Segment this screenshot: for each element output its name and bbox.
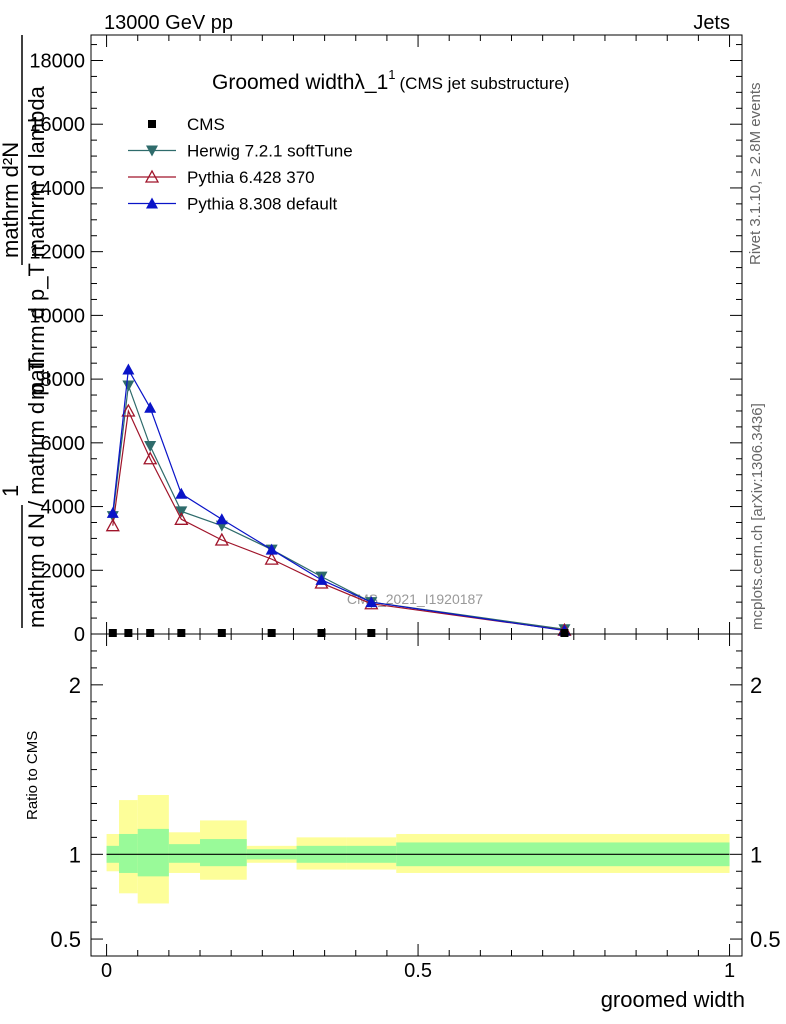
ratio-band-inner [168, 844, 201, 863]
data-point [122, 363, 135, 375]
main-y-tick-label: 8000 [41, 369, 86, 391]
series-herwig-7-2-1-softtune [106, 380, 571, 636]
legend: CMS Herwig 7.2.1 softTune Pythia 6.428 370… [128, 115, 353, 214]
rivet-version-label: Rivet 3.1.10, ≥ 2.8M events [747, 83, 764, 266]
data-point [144, 441, 157, 453]
data-point [214, 532, 229, 546]
series-pythia-6-428-370 [105, 403, 572, 636]
main-axis-ticks [91, 35, 742, 635]
ratio-x-tick-labels: 0 0.5 1 [101, 960, 735, 982]
data-point [143, 451, 158, 465]
data-point [105, 518, 120, 532]
ratio-y-tick-label-right: 1 [750, 842, 762, 867]
x-tick-label: 1 [724, 960, 735, 982]
data-point [106, 506, 119, 518]
source-label: mcplots.cern.ch [arXiv:1306.3436] [749, 403, 766, 630]
series-pythia-8-308-default [106, 363, 571, 636]
data-point [108, 629, 117, 637]
main-y-tick-label: 6000 [41, 433, 86, 455]
ratio-y-tick-labels: 0.5 0.5 1 1 2 2 [50, 673, 780, 952]
data-point [144, 401, 157, 413]
data-point [215, 513, 228, 525]
chart-title-sup: 1 [388, 67, 395, 82]
ratio-axis-ticks [91, 634, 742, 956]
main-y-tick-label: 14000 [29, 178, 85, 200]
x-tick-label: 0 [101, 960, 112, 982]
y-label-prefix-denominator: mathrm d N / mathrm d p_T [24, 358, 49, 628]
y-label-prefix: 1 [0, 485, 23, 497]
data-point [177, 629, 186, 637]
y-label-denominator: mathrm d p_T mathrm d lambda [24, 85, 49, 400]
ratio-bands [106, 795, 730, 904]
ratio-y-tick-label: 1 [69, 842, 81, 867]
y-label-numerator: mathrm d²N [0, 142, 23, 258]
data-point [122, 380, 135, 392]
legend-label: Pythia 6.428 370 [187, 168, 315, 187]
data-point [264, 551, 279, 565]
ratio-frame [90, 633, 743, 957]
main-y-tick-label: 4000 [41, 497, 86, 519]
main-series [105, 363, 572, 637]
ratio-band-inner [200, 839, 247, 867]
data-point [175, 506, 188, 518]
x-tick-label: 0.5 [404, 960, 432, 982]
data-point [175, 487, 188, 499]
main-y-tick-label: 18000 [29, 50, 85, 72]
ratio-band-inner [119, 833, 138, 873]
energy-label: 13000 GeV pp [104, 12, 233, 34]
legend-label: Herwig 7.2.1 softTune [187, 142, 353, 161]
legend-entry: Pythia 6.428 370 [128, 168, 315, 187]
ratio-panel: 0.5 0.51 12 2 0 0.5 1 Ratio to CMS groomed wi… [24, 633, 781, 1012]
chart-title: Groomed widthλ_11 (CMS jet substructure) [212, 67, 570, 94]
legend-entry: Herwig 7.2.1 softTune [128, 142, 353, 161]
series-line [112, 408, 565, 631]
ratio-band-inner [137, 828, 169, 877]
category-label: Jets [693, 12, 730, 34]
ratio-y-tick-label-right: 2 [750, 673, 762, 698]
data-point [367, 629, 376, 637]
main-y-tick-label: 16000 [29, 114, 85, 136]
data-point [315, 573, 328, 585]
legend-marker [144, 169, 160, 183]
legend-marker [146, 145, 158, 157]
main-y-tick-label: 12000 [29, 242, 85, 264]
legend-label: Pythia 8.308 default [187, 195, 338, 214]
data-point [174, 511, 189, 525]
data-point [121, 403, 136, 417]
ratio-y-tick-label: 2 [69, 673, 81, 698]
chart-title-main: Groomed widthλ_1 [212, 71, 388, 94]
main-y-tick-label: 0 [74, 624, 85, 646]
main-y-tick-labels: 0 2000 4000 6000 8000 10000 12000 14000 16000 180… [29, 50, 85, 646]
main-panel: 0 2000 4000 6000 8000 10000 12000 14000 16000 180… [0, 34, 743, 646]
ratio-y-tick-label-right: 0.5 [750, 927, 781, 952]
series-cms [108, 629, 569, 637]
data-point [217, 629, 226, 637]
data-point [317, 629, 326, 637]
data-point [265, 543, 278, 555]
legend-entry: Pythia 8.308 default [128, 195, 338, 214]
data-point [146, 629, 155, 637]
series-line [112, 367, 565, 632]
ratio-y-label: Ratio to CMS [24, 731, 41, 820]
data-point [267, 629, 276, 637]
main-y-tick-label: 2000 [41, 560, 86, 582]
legend-entry: CMS [148, 115, 225, 134]
x-axis-label: groomed width [601, 987, 745, 1012]
data-point [365, 596, 378, 608]
main-y-label: mathrm d²N mathrm d p_T mathrm d lambda … [0, 35, 49, 628]
data-point [124, 629, 133, 637]
main-y-tick-label: 10000 [29, 305, 85, 327]
legend-label: CMS [187, 115, 225, 134]
legend-marker [146, 197, 158, 209]
data-point [560, 629, 569, 637]
legend-marker [148, 120, 156, 128]
chart-subtitle: (CMS jet substructure) [400, 74, 570, 93]
ratio-y-tick-label: 0.5 [50, 927, 81, 952]
